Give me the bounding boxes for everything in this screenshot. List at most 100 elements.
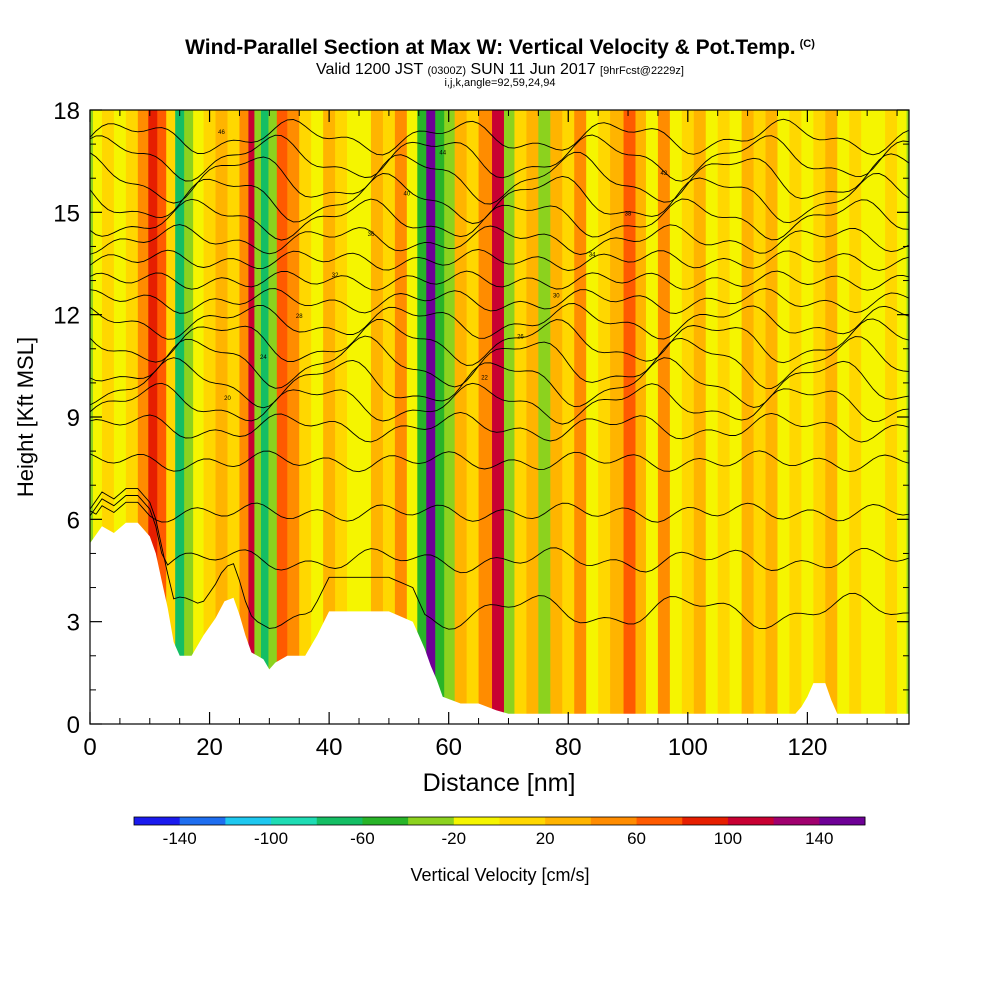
velocity-column: [801, 110, 814, 724]
y-tick-label: 15: [53, 200, 80, 227]
velocity-column: [574, 110, 587, 724]
velocity-column: [693, 110, 707, 724]
velocity-column: [359, 110, 372, 724]
velocity-column: [382, 110, 396, 724]
velocity-column: [705, 110, 719, 724]
x-tick-label: 20: [196, 734, 223, 761]
velocity-column: [417, 110, 427, 724]
colorbar-tick-label: 140: [805, 829, 833, 848]
colorbar-frame: [133, 816, 866, 826]
y-tick-label: 3: [67, 610, 80, 637]
velocity-column: [137, 110, 149, 724]
velocity-column: [227, 110, 241, 724]
velocity-column: [837, 110, 850, 724]
theta-isentrope: [90, 249, 909, 271]
x-axis-label: Distance [nm]: [423, 769, 576, 797]
forecast-info: [9hrFcst@2229z]: [600, 65, 684, 77]
colorbar-label: Vertical Velocity [cm/s]: [410, 865, 589, 885]
velocity-column: [394, 110, 408, 724]
copyright-mark: (C): [799, 38, 815, 50]
velocity-column: [444, 110, 456, 724]
theta-label: 28: [296, 314, 303, 320]
theta-isentrope: [90, 151, 909, 205]
theta-isentrope: [90, 118, 909, 156]
velocity-column: [299, 110, 312, 724]
velocity-column: [406, 110, 418, 724]
velocity-column: [323, 110, 336, 724]
velocity-column: [175, 110, 185, 724]
theta-label: 34: [589, 253, 596, 259]
velocity-column: [184, 110, 194, 724]
velocity-column: [426, 110, 436, 724]
theta-isentrope: [90, 335, 909, 389]
velocity-column: [478, 110, 493, 724]
velocity-column: [248, 110, 255, 724]
velocity-column: [203, 110, 217, 724]
velocity-column: [454, 110, 468, 724]
theta-isentrope: [90, 411, 909, 443]
velocity-column: [645, 110, 659, 724]
theta-isentrope: [90, 198, 909, 241]
theta-label: 32: [332, 273, 339, 279]
y-tick-label: 18: [53, 98, 80, 125]
colorbar-swatch: [773, 817, 820, 825]
theta-isentrope: [90, 224, 909, 255]
colorbar-tick-label: 60: [627, 829, 646, 848]
colorbar-swatch: [134, 817, 181, 825]
theta-label: 20: [224, 396, 231, 402]
theta-isentrope: [90, 173, 909, 224]
theta-label: 38: [625, 212, 632, 218]
theta-label: 44: [439, 150, 446, 156]
velocity-column: [260, 110, 270, 724]
colorbar: -140 -100 -60 -20 20 60 100 140: [133, 816, 866, 848]
velocity-column: [215, 110, 229, 724]
colorbar-swatch: [727, 817, 775, 825]
velocity-column: [562, 110, 575, 724]
colorbar-swatch: [819, 817, 866, 825]
colorbar-swatch: [316, 817, 363, 825]
y-tick-label: 12: [53, 303, 80, 330]
colorbar-swatch: [271, 817, 318, 825]
y-tick-label: 6: [67, 507, 80, 534]
theta-isentrope: [90, 288, 909, 314]
theta-label: 24: [260, 355, 267, 361]
theta-contours: 46 44 42 40 38 36 34 32 30 28 26 24 22 20: [90, 118, 909, 630]
velocity-column: [849, 110, 862, 724]
velocity-column: [311, 110, 324, 724]
velocity-column: [623, 110, 637, 724]
y-tick-label: 9: [67, 405, 80, 432]
velocity-column: [347, 110, 360, 724]
velocity-column: [765, 110, 779, 724]
velocity-column: [657, 110, 671, 724]
velocity-column: [492, 110, 505, 724]
velocity-column: [825, 110, 838, 724]
theta-isentrope: [90, 488, 909, 630]
velocity-column: [753, 110, 767, 724]
velocity-column: [741, 110, 755, 724]
velocity-column: [335, 110, 348, 724]
colorbar-swatch: [682, 817, 729, 825]
theta-label: 30: [553, 294, 560, 300]
velocity-column: [239, 110, 250, 724]
velocity-column: [550, 110, 563, 724]
velocity-column: [166, 110, 176, 724]
theta-isentrope: [90, 270, 909, 291]
velocity-column: [503, 110, 516, 724]
theta-isentrope: [90, 450, 909, 473]
colorbar-tick-label: -140: [163, 829, 197, 848]
colorbar-tick-label: -20: [442, 829, 467, 848]
colorbar-swatch: [545, 817, 592, 825]
velocity-column: [466, 110, 480, 724]
velocity-column: [789, 110, 802, 724]
terrain-profile: [90, 522, 909, 724]
velocity-column: [268, 110, 278, 724]
x-tick-label: 80: [555, 734, 582, 761]
colorbar-tick-label: 20: [536, 829, 555, 848]
velocity-column: [514, 110, 528, 724]
theta-label: 22: [481, 375, 488, 381]
theta-isentrope: [90, 382, 909, 425]
velocity-column: [669, 110, 683, 724]
velocity-column: [370, 110, 384, 724]
velocity-column: [435, 110, 445, 724]
